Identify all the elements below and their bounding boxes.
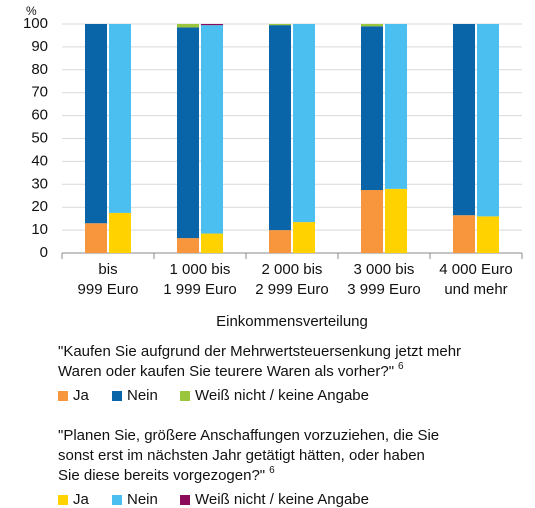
bar-segment xyxy=(361,26,383,191)
bar-segment xyxy=(177,238,199,253)
y-unit: % xyxy=(26,4,37,18)
legend-swatch xyxy=(180,495,190,505)
legend-swatch xyxy=(180,391,190,401)
question-text: Waren oder kaufen Sie teurere Waren als … xyxy=(58,361,404,380)
bar-segment xyxy=(477,24,499,217)
bar-segment xyxy=(269,230,291,253)
bar-segment xyxy=(201,25,223,234)
bar-segment xyxy=(85,223,107,253)
bar-segment xyxy=(201,24,223,26)
bar-segment xyxy=(109,212,131,253)
x-axis-label: Einkommensverteilung xyxy=(216,313,368,330)
question-text: "Planen Sie, größere Anschaffungen vorzu… xyxy=(58,427,439,444)
question-text: sonst erst im nächsten Jahr getätigt hät… xyxy=(58,447,425,464)
legend-swatch xyxy=(112,391,122,401)
question-line: sonst erst im nächsten Jahr getätigt hät… xyxy=(58,447,425,464)
bar-segment xyxy=(85,24,107,224)
legend-label: Weiß nicht / keine Angabe xyxy=(195,491,369,508)
question-line: "Planen Sie, größere Anschaffungen vorzu… xyxy=(58,427,439,444)
bar-segment xyxy=(477,216,499,253)
y-tick-label: 0 xyxy=(40,244,48,261)
legend-label: Ja xyxy=(73,387,90,404)
x-tick-label: 4 000 Euro xyxy=(439,261,512,278)
y-tick-label: 80 xyxy=(31,61,48,78)
bar-segment xyxy=(453,215,475,253)
question-line: "Kaufen Sie aufgrund der Mehrwertsteuers… xyxy=(58,343,461,360)
y-tick-label: 90 xyxy=(31,38,48,55)
x-tick-label: 3 000 bis xyxy=(354,261,415,278)
y-tick-label: 100 xyxy=(23,15,48,32)
bar-segment xyxy=(201,233,223,253)
x-tick-label: 1 999 Euro xyxy=(163,281,236,298)
x-tick-label: 2 000 bis xyxy=(262,261,323,278)
bar-segment xyxy=(385,188,407,253)
y-tick-label: 30 xyxy=(31,175,48,192)
bar-segment xyxy=(109,24,131,213)
bar-segment xyxy=(361,190,383,253)
x-tick-label: bis xyxy=(98,261,117,278)
x-tick-label: 999 Euro xyxy=(78,281,139,298)
footnote: 6 xyxy=(269,465,275,476)
legend-swatch xyxy=(58,495,68,505)
x-tick-label: 2 999 Euro xyxy=(255,281,328,298)
legend-swatch xyxy=(58,391,68,401)
bar-segment xyxy=(269,25,291,231)
legend-swatch xyxy=(112,495,122,505)
y-tick-label: 70 xyxy=(31,84,48,101)
y-tick-label: 50 xyxy=(31,129,48,146)
question-line: Sie diese bereits vorgezogen?" xyxy=(58,467,265,484)
question-text: "Kaufen Sie aufgrund der Mehrwertsteuers… xyxy=(58,343,461,360)
bar-segment xyxy=(385,24,407,189)
bar-segment xyxy=(293,24,315,223)
footnote: 6 xyxy=(398,361,404,372)
legend-label: Weiß nicht / keine Angabe xyxy=(195,387,369,404)
bar-segment xyxy=(177,24,199,28)
x-tick-label: 3 999 Euro xyxy=(347,281,420,298)
x-tick-label: 1 000 bis xyxy=(170,261,231,278)
legend-label: Nein xyxy=(127,387,158,404)
legend-label: Nein xyxy=(127,491,158,508)
y-tick-label: 20 xyxy=(31,198,48,215)
bar-segment xyxy=(177,27,199,239)
bar-segment xyxy=(453,24,475,216)
question-line: Waren oder kaufen Sie teurere Waren als … xyxy=(58,363,394,380)
bar-segment xyxy=(293,222,315,253)
y-tick-label: 60 xyxy=(31,107,48,124)
legend-label: Ja xyxy=(73,491,90,508)
bar-segment xyxy=(269,24,291,26)
y-tick-label: 10 xyxy=(31,221,48,238)
question-text: Sie diese bereits vorgezogen?" 6 xyxy=(58,465,275,484)
bar-segment xyxy=(361,24,383,27)
y-tick-label: 40 xyxy=(31,152,48,169)
x-tick-label: und mehr xyxy=(444,281,507,298)
